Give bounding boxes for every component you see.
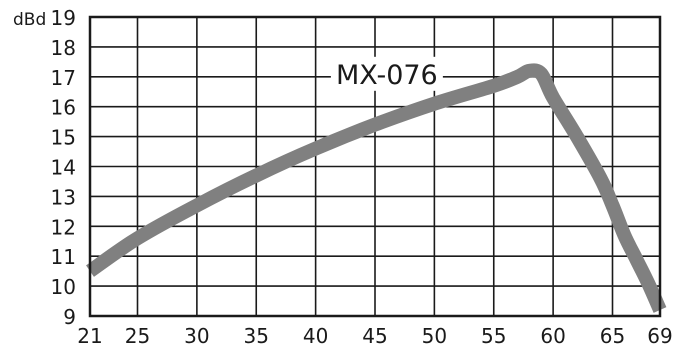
series-layer	[86, 63, 667, 313]
y-tick-label: 11	[51, 245, 76, 269]
x-tick-label: 55	[481, 324, 506, 348]
x-tick-label: 65	[600, 324, 625, 348]
y-tick-label: 19	[51, 6, 76, 30]
series-line-mx-076	[86, 63, 667, 313]
x-tick-label: 25	[125, 324, 150, 348]
plot-frame	[88, 15, 662, 318]
x-tick-label: 30	[184, 324, 209, 348]
y-axis-label: dBd	[13, 10, 46, 30]
x-tick-label: 50	[422, 324, 447, 348]
y-tick-label: 17	[51, 66, 76, 90]
annotation-layer: MX-076	[330, 56, 443, 91]
y-tick-label: 9	[63, 305, 76, 329]
series-label-background	[330, 56, 443, 91]
x-tick-label: 69	[647, 324, 672, 348]
x-tick-label: 40	[303, 324, 328, 348]
x-tick-label: 21	[77, 324, 102, 348]
x-tick-label: 60	[540, 324, 565, 348]
y-tick-label: 16	[51, 96, 76, 120]
x-tick-label: 35	[244, 324, 269, 348]
y-tick-label: 13	[51, 185, 76, 209]
y-tick-label: 12	[51, 215, 76, 239]
y-tick-label: 18	[51, 36, 76, 60]
y-tick-label: 15	[51, 126, 76, 150]
series-label: MX-076	[336, 60, 438, 91]
plot-border	[88, 15, 662, 318]
y-tick-label: 10	[51, 275, 76, 299]
x-tick-label: 45	[362, 324, 387, 348]
y-tick-label: 14	[51, 156, 76, 180]
